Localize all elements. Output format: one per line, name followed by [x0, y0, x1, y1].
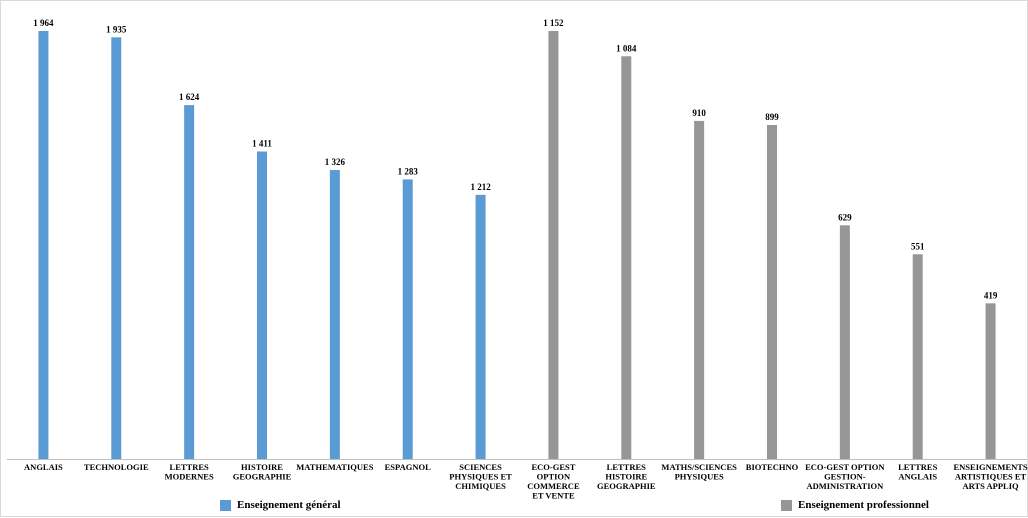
data-label: 629	[838, 212, 852, 222]
data-label: 1 212	[470, 182, 491, 192]
bar	[38, 31, 49, 459]
x-tick-label: ECO-GEST OPTION COMMERCE ET VENTE	[527, 462, 580, 501]
bar	[767, 124, 777, 460]
data-label: 1 283	[398, 166, 419, 176]
bar	[621, 56, 632, 460]
bar	[402, 179, 413, 460]
data-label: 419	[984, 290, 998, 300]
x-tick-label: MATHS/SCIENCES PHYSIQUES	[661, 462, 737, 482]
x-tick-label: HISTOIRE GEOGRAPHIE	[233, 462, 292, 482]
x-tick-label: SCIENCES PHYSIQUES ET CHIMIQUES	[449, 462, 512, 491]
data-label: 1 152	[543, 18, 564, 28]
x-tick-label: ESPAGNOL	[385, 462, 431, 472]
data-label: 551	[911, 241, 925, 251]
bar	[257, 151, 267, 459]
bar	[111, 37, 122, 459]
data-label: 1 084	[616, 43, 637, 53]
x-tick-label: LETTRES ANGLAIS	[898, 462, 937, 482]
bar	[839, 225, 850, 459]
legend-swatch-professionnel	[781, 499, 792, 511]
x-tick-label: TECHNOLOGIE	[84, 462, 149, 472]
data-label: 1 624	[179, 92, 200, 102]
bar	[912, 254, 923, 459]
bar	[475, 194, 486, 459]
legend-label-general: Enseignement général	[237, 499, 341, 511]
x-tick-label: MATHEMATIQUES	[296, 462, 373, 472]
data-label: 1 411	[252, 139, 272, 149]
data-label: 1 964	[33, 18, 54, 28]
legend-swatch-general	[220, 499, 231, 511]
data-label: 1 326	[325, 157, 346, 167]
bar	[694, 120, 705, 459]
bar	[548, 31, 559, 459]
legend-item-professionnel: Enseignement professionnel	[781, 499, 929, 511]
data-label: 910	[692, 108, 706, 118]
x-tick-label: ANGLAIS	[24, 462, 63, 472]
x-tick-label: ECO-GEST OPTION GESTION-ADMINISTRATION	[805, 462, 885, 491]
bar	[329, 170, 340, 460]
x-tick-label: LETTRES HISTOIRE GEOGRAPHIE	[597, 462, 656, 491]
bar	[985, 303, 996, 459]
x-tick-label: BIOTECHNO	[746, 462, 799, 472]
x-tick-label: LETTRES MODERNES	[165, 462, 214, 482]
bar	[184, 105, 195, 459]
legend-item-general: Enseignement général	[220, 499, 341, 511]
data-label: 899	[765, 112, 779, 122]
data-label: 1 935	[106, 24, 127, 34]
legend-label-professionnel: Enseignement professionnel	[798, 499, 929, 511]
x-tick-label: ENSEIGNEMENTS ARTISTIQUES ET ARTS APPLIQ	[953, 462, 1027, 491]
